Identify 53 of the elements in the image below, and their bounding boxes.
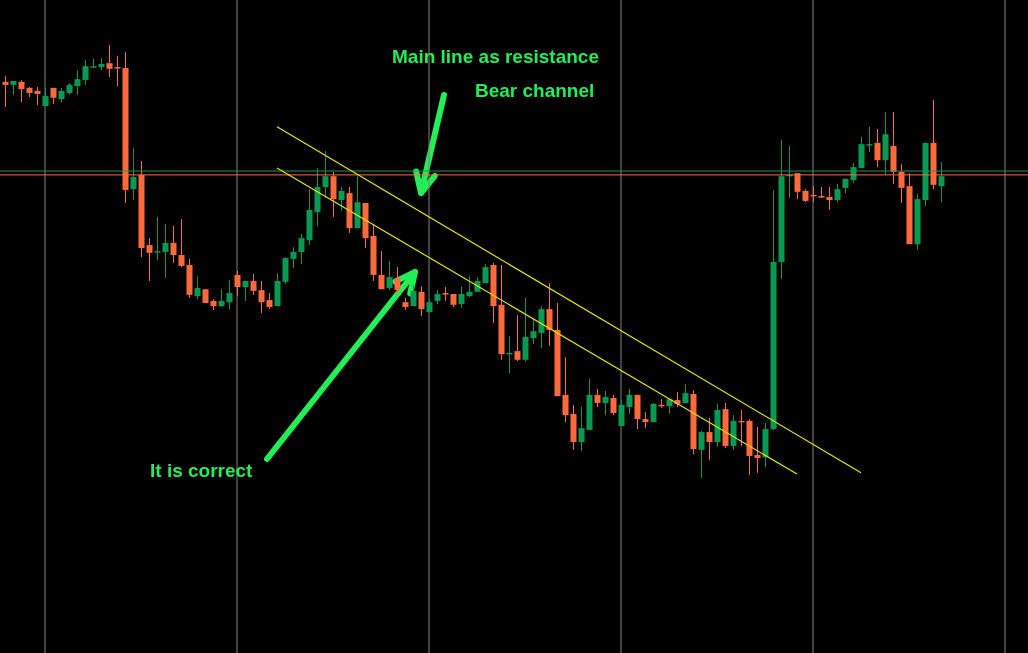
candlestick (18, 79, 25, 103)
candlestick (34, 86, 41, 106)
candlestick (866, 126, 873, 153)
candlestick (514, 314, 521, 362)
candlestick (170, 225, 177, 264)
candlestick (394, 266, 401, 297)
candlestick (874, 128, 881, 168)
candlestick (610, 394, 617, 416)
candlestick (154, 216, 161, 261)
candlestick (546, 282, 553, 347)
candlestick (74, 69, 81, 96)
candlestick (602, 390, 609, 416)
candlestick (234, 270, 241, 297)
candlestick (466, 275, 473, 298)
candlestick (298, 233, 305, 265)
candlestick (698, 430, 705, 479)
candlestick (114, 55, 121, 87)
candlestick (178, 218, 185, 268)
candlestick (418, 285, 425, 317)
candlestick (82, 59, 89, 86)
candlestick (458, 285, 465, 309)
candlestick (106, 44, 113, 78)
candlestick (322, 150, 329, 199)
candlestick (538, 305, 545, 349)
candlestick (754, 426, 761, 474)
candlestick (858, 136, 865, 169)
candlestick (386, 260, 393, 291)
candlestick (250, 273, 257, 296)
candlestick (130, 147, 137, 201)
candlestick (594, 388, 601, 408)
candlestick (826, 186, 833, 211)
candlestick (338, 186, 345, 212)
candlestick (938, 161, 945, 203)
candlestick (226, 279, 233, 310)
candlestick (530, 318, 537, 345)
annotation: It is correct (150, 460, 253, 482)
candlestick (146, 237, 153, 282)
candlestick (162, 223, 169, 279)
candlestick (626, 388, 633, 415)
annotation: Bear channel (475, 80, 595, 102)
candlestick (258, 280, 265, 314)
candlestick (834, 183, 841, 203)
candlestick (562, 356, 569, 423)
candlestick (290, 246, 297, 269)
candlestick (282, 256, 289, 285)
annotation: Main line as resistance (392, 46, 599, 68)
candlestick (618, 399, 625, 427)
candlestick (522, 297, 529, 363)
candlestick (2, 75, 9, 108)
candlestick (578, 406, 585, 452)
candlestick (194, 275, 201, 300)
candlestick (378, 250, 385, 290)
candlestick (706, 417, 713, 461)
